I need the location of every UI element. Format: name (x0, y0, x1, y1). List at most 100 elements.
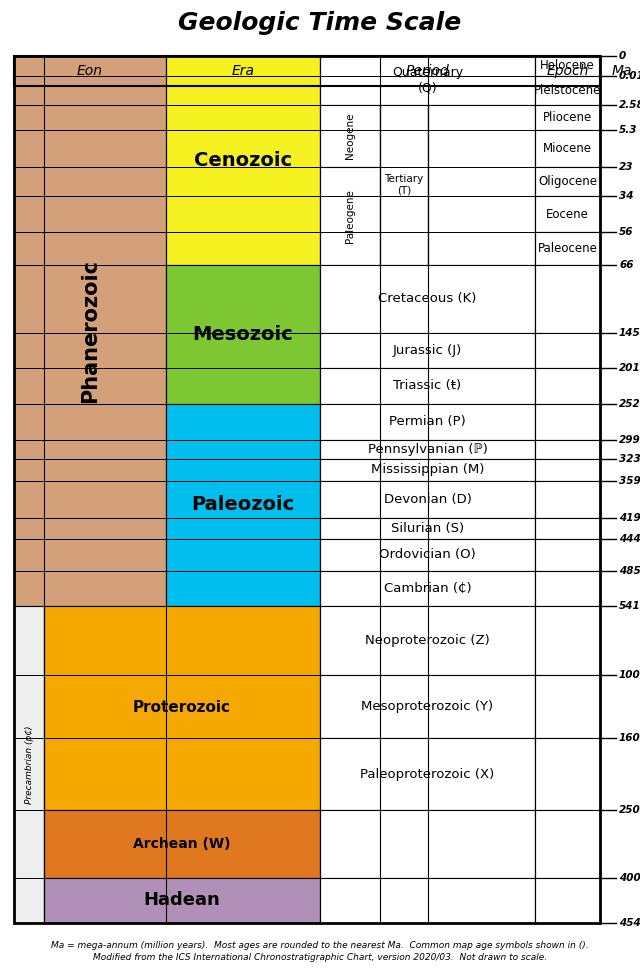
Text: Era: Era (232, 64, 255, 78)
Text: 0: 0 (619, 51, 627, 61)
Bar (535, 56, 600, 76)
Bar (535, 810, 600, 878)
Text: Pennsylvanian (ℙ): Pennsylvanian (ℙ) (367, 443, 488, 456)
Text: Cretaceous (K): Cretaceous (K) (378, 292, 477, 305)
Bar (535, 606, 600, 675)
Text: Paleocene: Paleocene (538, 242, 597, 255)
Bar (535, 130, 600, 166)
Bar (320, 481, 535, 518)
Text: 4000: 4000 (619, 873, 640, 883)
Bar (535, 368, 600, 404)
Bar (320, 333, 535, 368)
Bar (320, 404, 535, 440)
Text: Ma = mega-annum (million years).  Most ages are rounded to the nearest Ma.  Comm: Ma = mega-annum (million years). Most ag… (51, 942, 589, 951)
Bar (320, 56, 535, 105)
Bar (535, 459, 600, 481)
Text: Permian (P): Permian (P) (389, 415, 466, 429)
Text: 1600: 1600 (619, 734, 640, 743)
Text: 4540: 4540 (619, 918, 640, 928)
Bar (535, 265, 600, 333)
Text: Tertiary
(T): Tertiary (T) (385, 174, 424, 196)
Bar (535, 675, 600, 739)
Text: 359: 359 (619, 476, 640, 486)
Text: Phanerozoic: Phanerozoic (80, 258, 100, 403)
Text: Epoch: Epoch (547, 64, 589, 78)
Bar (320, 56, 600, 923)
Bar (14, 56, 600, 86)
Text: 56: 56 (619, 227, 634, 237)
Bar (320, 166, 380, 265)
Text: 34: 34 (619, 192, 634, 201)
Bar (320, 56, 535, 86)
Text: 419: 419 (619, 513, 640, 523)
Text: Cenozoic: Cenozoic (194, 151, 292, 170)
Text: Neogene: Neogene (345, 112, 355, 159)
Bar (14, 56, 600, 923)
Bar (166, 404, 320, 606)
Text: Geologic Time Scale: Geologic Time Scale (179, 11, 461, 35)
Bar (44, 810, 320, 878)
Text: 2.58: 2.58 (619, 100, 640, 109)
Text: Ordovician (O): Ordovician (O) (379, 549, 476, 561)
Bar (380, 105, 428, 265)
Bar (320, 810, 535, 878)
Bar (320, 105, 380, 166)
Text: Modified from the ICS International Chronostratigraphic Chart, version 2020/03. : Modified from the ICS International Chro… (93, 953, 547, 962)
Bar (535, 481, 600, 518)
Text: 5.3: 5.3 (619, 125, 637, 135)
Bar (320, 459, 535, 481)
Bar (320, 440, 535, 459)
Text: Ma: Ma (612, 64, 632, 78)
Text: Precambrian (p₵): Precambrian (p₵) (24, 725, 33, 803)
Bar (428, 105, 535, 265)
Text: Holocene: Holocene (540, 59, 595, 73)
Bar (535, 197, 600, 232)
Text: Pliocene: Pliocene (543, 110, 592, 124)
Text: 23: 23 (619, 162, 634, 172)
Bar (166, 56, 320, 86)
Bar (44, 606, 320, 810)
Bar (14, 606, 44, 923)
Text: Proterozoic: Proterozoic (133, 701, 231, 715)
Bar (320, 878, 535, 923)
Bar (535, 571, 600, 606)
Bar (14, 56, 166, 606)
Text: 66: 66 (619, 260, 634, 270)
Bar (535, 76, 600, 105)
Text: 201: 201 (619, 363, 640, 373)
Text: Silurian (S): Silurian (S) (391, 522, 464, 535)
Text: 485: 485 (619, 566, 640, 576)
Bar (535, 105, 600, 130)
Text: Hadean: Hadean (143, 892, 220, 910)
Text: Neoproterozoic (Z): Neoproterozoic (Z) (365, 634, 490, 647)
Text: Paleoproterozoic (X): Paleoproterozoic (X) (360, 768, 495, 781)
Bar (320, 571, 535, 606)
Text: Eon: Eon (77, 64, 103, 78)
Text: Cambrian (₵): Cambrian (₵) (384, 582, 471, 595)
Bar (166, 56, 320, 265)
Bar (535, 404, 600, 440)
Text: Jurassic (J): Jurassic (J) (393, 344, 462, 357)
Bar (320, 368, 535, 404)
Bar (535, 739, 600, 810)
Text: Mesozoic: Mesozoic (193, 325, 293, 344)
Text: Mississippian (M): Mississippian (M) (371, 464, 484, 476)
Bar (535, 440, 600, 459)
Text: 252: 252 (619, 399, 640, 408)
Bar (535, 166, 600, 197)
Text: Pleistocene: Pleistocene (534, 84, 601, 97)
Text: 444: 444 (619, 534, 640, 544)
Text: Oligocene: Oligocene (538, 175, 597, 188)
Text: Archean (W): Archean (W) (133, 837, 231, 851)
Text: 323: 323 (619, 454, 640, 464)
Text: Mesoproterozoic (Y): Mesoproterozoic (Y) (362, 700, 493, 713)
Bar (14, 56, 166, 86)
Bar (166, 265, 320, 404)
Bar (535, 878, 600, 923)
Bar (320, 518, 535, 539)
Text: Paleogene: Paleogene (345, 189, 355, 243)
Text: Devonian (D): Devonian (D) (383, 493, 472, 506)
Bar (535, 232, 600, 265)
Bar (535, 56, 600, 86)
Bar (535, 518, 600, 539)
